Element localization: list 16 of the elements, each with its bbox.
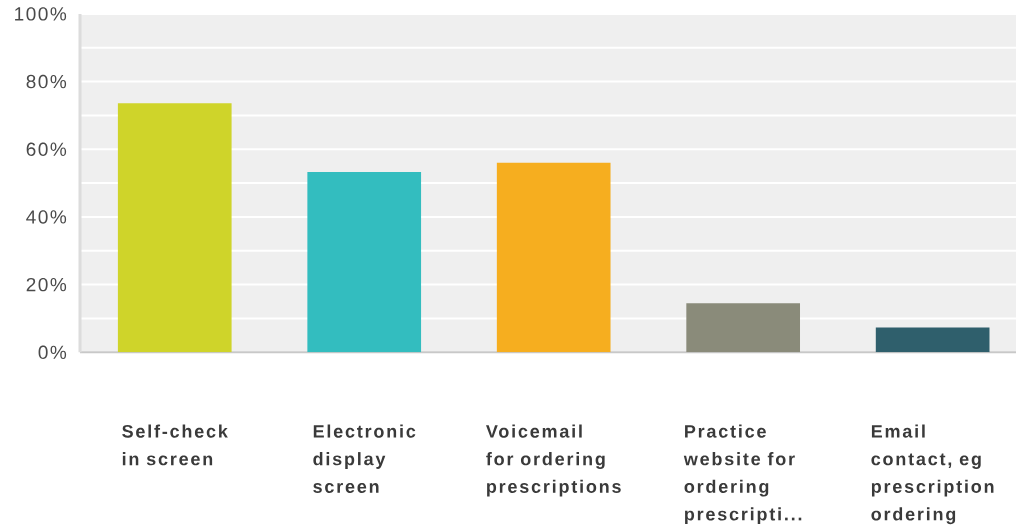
y-tick-label: 60% <box>26 142 67 156</box>
x-tick-label: Practice website for ordering prescripti... <box>683 424 802 525</box>
y-tick-label: 20% <box>26 277 67 292</box>
bar <box>307 171 422 353</box>
y-tick-label: 0% <box>38 345 67 360</box>
x-tick-label: Self-check in screen <box>122 424 228 466</box>
y-tick-label: 80% <box>26 74 67 89</box>
bar <box>875 327 990 353</box>
y-tick-label: 40% <box>26 210 67 224</box>
x-tick-label: Email contact, eg prescription ordering <box>871 424 994 525</box>
x-tick-label: Voicemail for ordering prescriptions <box>486 424 621 497</box>
bar <box>496 162 611 353</box>
x-tick-label: Electronic display screen <box>313 424 416 493</box>
bar <box>117 103 232 353</box>
y-tick-label: 100% <box>15 7 67 21</box>
bar <box>686 303 801 353</box>
